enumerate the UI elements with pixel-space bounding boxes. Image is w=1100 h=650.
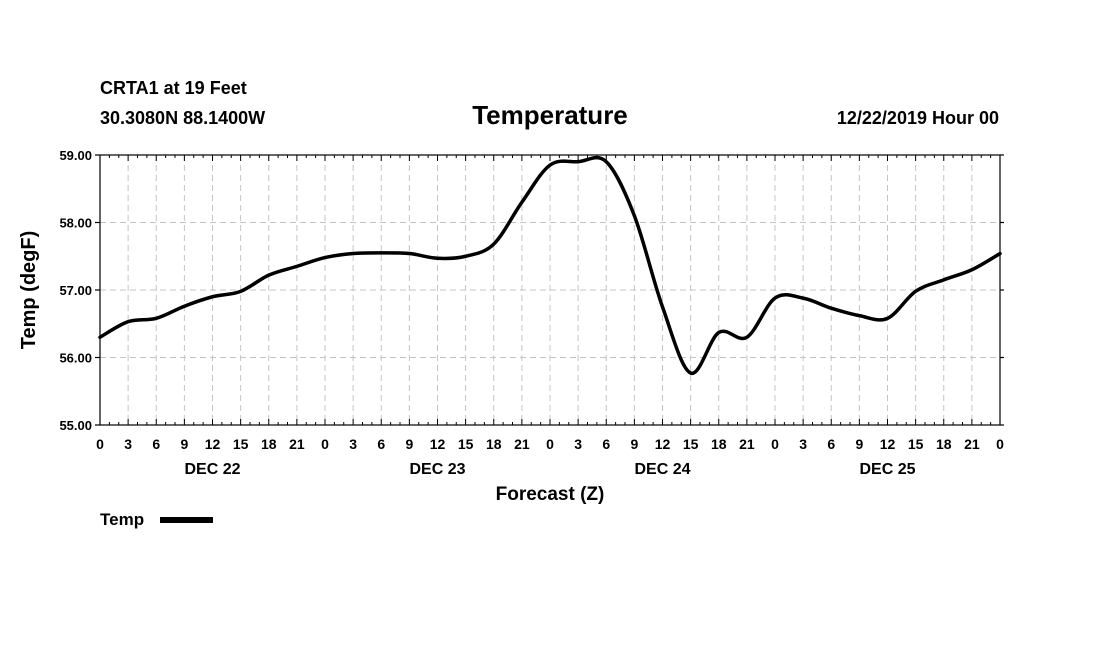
y-tick-label: 59.00 xyxy=(59,148,92,163)
x-tick-label: 3 xyxy=(349,436,357,452)
x-tick-label: 6 xyxy=(827,436,835,452)
y-tick-label: 56.00 xyxy=(59,351,92,366)
x-tick-label: 15 xyxy=(908,436,924,452)
x-tick-label: 12 xyxy=(655,436,671,452)
legend-line-swatch xyxy=(160,517,213,523)
y-tick-label: 55.00 xyxy=(59,418,92,433)
x-tick-label: 6 xyxy=(152,436,160,452)
x-tick-label: 3 xyxy=(124,436,132,452)
legend-label: Temp xyxy=(100,510,144,529)
x-tick-label: 0 xyxy=(771,436,779,452)
x-tick-label: 0 xyxy=(546,436,554,452)
run-time: 12/22/2019 Hour 00 xyxy=(837,108,999,128)
x-tick-label: 18 xyxy=(486,436,502,452)
x-tick-label: 18 xyxy=(711,436,727,452)
x-tick-label: 21 xyxy=(514,436,530,452)
x-tick-label: 6 xyxy=(377,436,385,452)
x-tick-label: 21 xyxy=(739,436,755,452)
day-label: DEC 25 xyxy=(859,461,915,478)
y-tick-label: 57.00 xyxy=(59,283,92,298)
y-axis-label: Temp (degF) xyxy=(18,231,40,350)
x-tick-label: 12 xyxy=(205,436,221,452)
chart-title: Temperature xyxy=(472,100,628,130)
x-tick-label: 9 xyxy=(180,436,188,452)
x-tick-label: 6 xyxy=(602,436,610,452)
station-coordinates: 30.3080N 88.1400W xyxy=(100,108,265,128)
x-tick-label: 3 xyxy=(574,436,582,452)
x-tick-label: 15 xyxy=(233,436,249,452)
x-tick-label: 9 xyxy=(630,436,638,452)
x-tick-label: 21 xyxy=(289,436,305,452)
axes: 55.00 56.00 57.00 58.00 59.00 0 3 6 9 12 15 18 21 0 3 6… xyxy=(59,148,1004,478)
x-tick-label: 18 xyxy=(261,436,277,452)
x-tick-label: 3 xyxy=(799,436,807,452)
day-label: DEC 23 xyxy=(409,461,465,478)
x-tick-label: 15 xyxy=(683,436,699,452)
x-tick-label: 9 xyxy=(855,436,863,452)
x-tick-label: 18 xyxy=(936,436,952,452)
y-tick-label: 58.00 xyxy=(59,216,92,231)
x-tick-label: 0 xyxy=(321,436,329,452)
x-tick-label: 12 xyxy=(430,436,446,452)
station-name: CRTA1 at 19 Feet xyxy=(100,78,247,98)
x-tick-label: 9 xyxy=(405,436,413,452)
x-tick-label: 15 xyxy=(458,436,474,452)
legend: Temp xyxy=(100,510,213,529)
x-axis-label: Forecast (Z) xyxy=(496,484,605,505)
day-label: DEC 24 xyxy=(634,461,690,478)
x-tick-label: 0 xyxy=(96,436,104,452)
day-label: DEC 22 xyxy=(184,461,240,478)
x-tick-label: 0 xyxy=(996,436,1004,452)
x-tick-label: 21 xyxy=(964,436,980,452)
x-tick-label: 12 xyxy=(880,436,896,452)
grid xyxy=(100,155,1000,425)
